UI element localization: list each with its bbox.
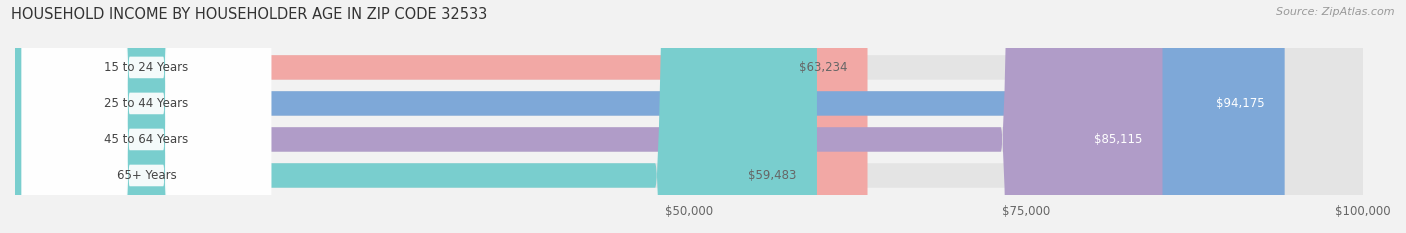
Text: $94,175: $94,175 — [1216, 97, 1264, 110]
FancyBboxPatch shape — [15, 0, 868, 233]
FancyBboxPatch shape — [21, 0, 271, 233]
FancyBboxPatch shape — [21, 0, 271, 233]
Text: 65+ Years: 65+ Years — [117, 169, 176, 182]
FancyBboxPatch shape — [15, 0, 1364, 233]
FancyBboxPatch shape — [15, 0, 1285, 233]
FancyBboxPatch shape — [21, 0, 271, 233]
Text: HOUSEHOLD INCOME BY HOUSEHOLDER AGE IN ZIP CODE 32533: HOUSEHOLD INCOME BY HOUSEHOLDER AGE IN Z… — [11, 7, 488, 22]
Text: $63,234: $63,234 — [799, 61, 848, 74]
Text: 45 to 64 Years: 45 to 64 Years — [104, 133, 188, 146]
Text: $59,483: $59,483 — [748, 169, 797, 182]
FancyBboxPatch shape — [15, 0, 1163, 233]
Text: 25 to 44 Years: 25 to 44 Years — [104, 97, 188, 110]
FancyBboxPatch shape — [15, 0, 817, 233]
FancyBboxPatch shape — [15, 0, 1364, 233]
Text: $85,115: $85,115 — [1094, 133, 1142, 146]
Text: Source: ZipAtlas.com: Source: ZipAtlas.com — [1277, 7, 1395, 17]
FancyBboxPatch shape — [15, 0, 1364, 233]
FancyBboxPatch shape — [21, 0, 271, 233]
Text: 15 to 24 Years: 15 to 24 Years — [104, 61, 188, 74]
FancyBboxPatch shape — [15, 0, 1364, 233]
